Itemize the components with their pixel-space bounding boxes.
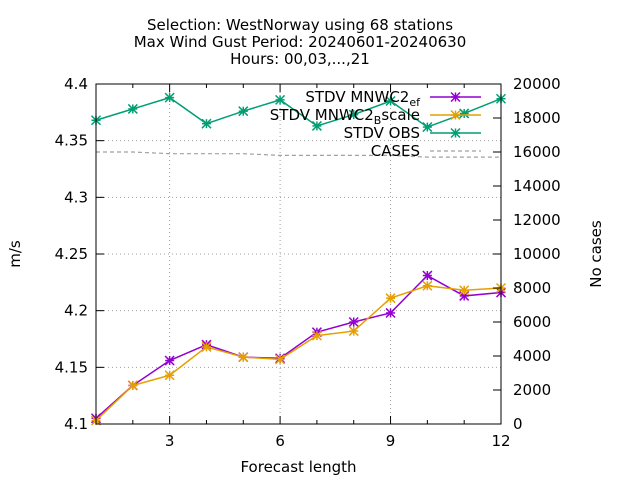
series-2-point-6 [275, 354, 286, 365]
legend-label-4: CASES [371, 142, 420, 160]
grid [96, 84, 501, 424]
legend-marker-3 [450, 127, 461, 139]
x-tick-label: 9 [386, 432, 396, 450]
series-3-point-11 [459, 108, 470, 119]
series-2-point-10 [422, 280, 433, 291]
title-line-3: Hours: 00,03,...,21 [230, 50, 370, 68]
title-line-1: Selection: WestNorway using 68 stations [147, 16, 453, 34]
series-2-point-9 [385, 293, 396, 304]
series-2-point-8 [348, 326, 359, 337]
series-cases [96, 151, 501, 158]
y2-tick-label: 12000 [513, 211, 561, 229]
y-tick-label: 4.2 [64, 302, 88, 320]
series-2-point-7 [311, 330, 322, 341]
chart-title: Selection: WestNorway using 68 stationsM… [134, 16, 467, 68]
legend-label-3: STDV OBS [344, 124, 420, 142]
y2-tick-label: 6000 [513, 313, 551, 331]
series-2-point-5 [238, 352, 249, 363]
series-line-2 [95, 284, 502, 422]
y2-tick-label: 2000 [513, 381, 551, 399]
y2-tick-label: 8000 [513, 279, 551, 297]
y2-tick-label: 0 [513, 415, 523, 433]
legend-marker-1 [450, 91, 461, 103]
series-lines [90, 92, 507, 426]
series-2-point-2 [127, 380, 138, 391]
y2-tick-label: 18000 [513, 109, 561, 127]
legend-marker-2 [450, 109, 461, 121]
series-3-point-2 [127, 103, 138, 114]
y2-tick-label: 10000 [513, 245, 561, 263]
x-tick-label: 12 [491, 432, 510, 450]
x-tick-label: 3 [165, 432, 175, 450]
y-tick-label: 4.3 [64, 188, 88, 206]
series-3-point-6 [275, 94, 286, 105]
x-tick-label: 6 [275, 432, 285, 450]
y-tick-label: 4.15 [55, 358, 88, 376]
series-line-4 [96, 151, 501, 158]
y-axis-label: m/s [6, 240, 24, 268]
series-1-point-8 [348, 316, 359, 328]
legend-label-1: STDV MNWC2ef [305, 88, 421, 109]
series-3-point-7 [311, 120, 322, 131]
series-2-point-3 [164, 370, 175, 381]
x-axis-label: Forecast length [240, 458, 356, 476]
series-2-point-11 [459, 285, 470, 296]
series-2-point-4 [201, 341, 212, 352]
y2-tick-label: 20000 [513, 75, 561, 93]
legend-label-2: STDV MNWC2Bscale [270, 106, 420, 127]
series-line-3 [95, 96, 502, 128]
series-3-point-5 [238, 106, 249, 117]
series-1-point-10 [422, 270, 433, 281]
series-3-point-4 [201, 118, 212, 129]
y2-axis-label: No cases [587, 220, 605, 288]
series-1-point-3 [164, 355, 175, 366]
series-3-point-9 [385, 95, 396, 107]
y2-tick-label: 14000 [513, 177, 561, 195]
y-tick-label: 4.25 [55, 245, 88, 263]
series-line-1 [95, 274, 502, 419]
y-tick-label: 4.35 [55, 132, 88, 150]
y-tick-label: 4.1 [64, 415, 88, 433]
axis-ticks: 4.1 4.15 4.2 4.25 4.3 4.35 4.4 0 2000 4000 6000 800… [55, 75, 561, 450]
title-line-2: Max Wind Gust Period: 20240601-20240630 [134, 33, 467, 51]
series-1-point-9 [385, 307, 396, 318]
series-3-point-10 [422, 122, 433, 133]
series-3-point-3 [164, 92, 175, 103]
y2-tick-label: 4000 [513, 347, 551, 365]
series-3-point-8 [348, 109, 359, 120]
y2-tick-label: 16000 [513, 143, 561, 161]
y-tick-label: 4.4 [64, 75, 88, 93]
